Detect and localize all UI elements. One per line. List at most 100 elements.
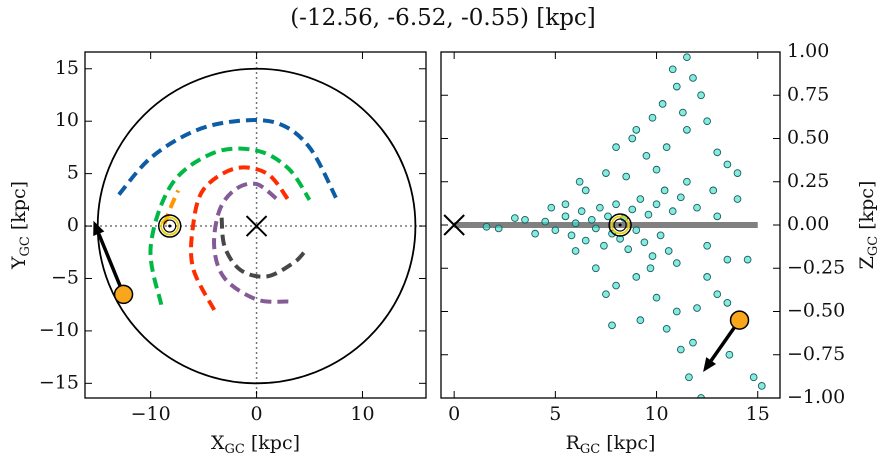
star-point [713,212,722,221]
axis-label: XGC [kpc] [211,432,300,457]
x-tick-label: 5 [549,403,561,425]
star-point [608,321,616,330]
star-point [709,186,718,195]
x-tick-label: 15 [746,403,770,425]
star-point [577,207,586,216]
axis-label-part: GC [225,442,245,457]
star-point [628,205,637,214]
sun-dot [618,223,622,227]
axis-label-part: [kpc] [8,181,30,236]
y-tick-label: 0.25 [787,170,829,192]
star-point [575,177,584,186]
star-point [587,215,596,224]
sun-inner [163,219,177,233]
star-point [612,143,620,152]
star-point [693,203,701,212]
star-point [547,203,556,212]
plot-area [85,52,426,398]
star-point [602,290,610,299]
star-point [672,307,681,316]
spiral-arm [117,118,338,199]
star-point [697,91,705,100]
galactic-center [443,214,465,236]
star-point [662,143,671,152]
y-tick-label: 0.50 [787,127,829,149]
spiral-arm [212,181,289,304]
target-star [113,284,134,305]
star-point [723,299,732,307]
star-point [685,373,693,382]
star-point [652,293,661,302]
star-point [733,195,742,203]
y-tick-label: −0.25 [787,256,845,278]
star-point [723,255,732,264]
star-point [640,238,649,247]
star-point [660,186,669,195]
star-point [644,210,653,219]
sun-ring [610,215,630,235]
y-tick-label: 0.75 [787,83,829,105]
star-point [658,100,667,108]
x-tick-label: −10 [131,403,171,425]
star-point [624,245,633,254]
axis-label-part: R [566,432,581,454]
y-tick-label: −10 [39,319,79,341]
star-point [656,231,665,240]
star-point [733,169,742,177]
axes-frame [84,51,427,399]
star-point [581,236,590,245]
star-point [561,200,570,209]
y-tick-label: 5 [67,162,79,184]
star-point [697,394,705,398]
spiral-arm [148,146,312,306]
star-point [703,273,711,281]
star-point [632,126,641,134]
sun-outer [608,213,632,237]
arrow-head [93,220,105,237]
target-star [729,310,750,330]
star-point [541,217,550,226]
star-point [648,252,657,260]
sun-outer [157,214,182,238]
star-point [581,186,590,195]
star-point [604,212,612,221]
star-point [608,229,616,238]
plot-area [454,53,766,398]
axis-label-part: [kpc] [600,432,655,454]
star-point [676,193,685,202]
star-point [648,113,657,122]
star-point [693,304,701,312]
star-point [602,169,610,177]
x-tick-label: 10 [350,403,374,425]
star-point [652,200,661,209]
star-point [749,373,758,382]
star-point [646,264,655,273]
y-tick-label: −5 [51,266,79,288]
star-point [531,229,539,238]
y-tick-label: −0.75 [787,343,845,365]
star-point [652,165,661,174]
star-point [600,241,608,250]
spiral-arm [162,189,181,225]
star-point [511,214,519,222]
star-point [664,247,673,255]
star-point [561,212,570,221]
axis-label-part: GC [866,236,881,256]
star-point [679,108,687,117]
spiral-arm [219,217,306,279]
star-point [668,65,677,74]
star-point [672,82,681,91]
axis-label: RGC [kpc] [566,432,656,457]
axis-label-part: X [211,432,225,454]
star-point [757,382,766,390]
star-point [521,215,529,224]
star-point [676,345,685,354]
arrow-head [703,357,717,373]
star-point [482,222,491,231]
star-point [551,226,560,235]
star-point [689,338,697,347]
star-point [703,117,711,126]
star-point [668,207,677,216]
star-point [622,172,631,181]
